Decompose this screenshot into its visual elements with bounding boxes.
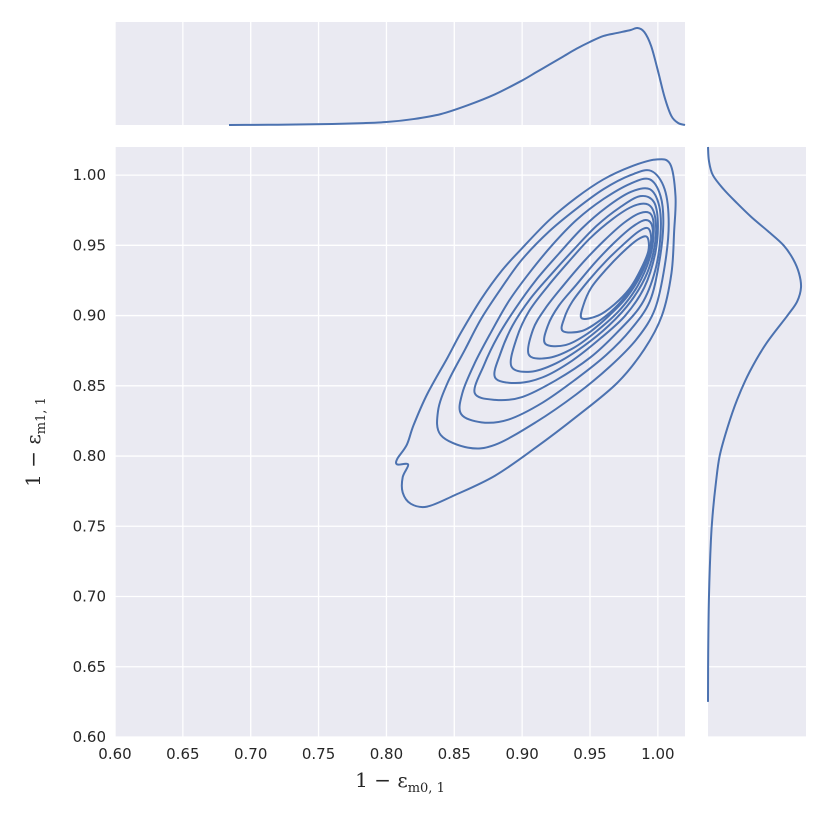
joint-panel [114,147,685,738]
y-tick-label: 0.95 [73,236,106,254]
marginal-y-grid [708,174,806,738]
marginal-x-density-curve [228,26,686,126]
y-tick-labels: 0.60 0.65 0.70 0.75 0.80 0.85 0.90 0.95 1.00 [73,166,106,746]
y-tick-label: 0.75 [73,517,106,535]
kde-contour-level-3 [458,177,665,424]
y-tick-label: 0.60 [73,728,106,746]
kde-contour-level-10 [579,235,650,320]
y-tick-label: 0.65 [73,658,106,676]
y-tick-label: 1.00 [73,166,106,184]
x-tick-label: 1.00 [641,745,674,763]
y-axis-label-subscript: m1, 1 [34,397,49,434]
marginal-y-panel [707,146,806,738]
kde-contours [395,158,677,509]
y-tick-label: 0.85 [73,377,106,395]
x-tick-label: 0.95 [573,745,606,763]
x-tick-label: 0.70 [234,745,267,763]
kde-contour-level-8 [543,219,654,348]
joint-plot-background [115,147,685,737]
x-tick-label: 0.75 [302,745,335,763]
kde-contour-level-6 [509,202,658,373]
kde-contour-level-9 [560,226,653,334]
kde-contour-level-4 [473,187,662,402]
x-axis-label-subscript: m0, 1 [408,781,445,796]
y-tick-label: 0.90 [73,307,106,325]
y-tick-label: 0.80 [73,447,106,465]
y-axis-label-main: 1 − ε [21,434,45,487]
x-tick-label: 0.60 [98,745,131,763]
x-tick-label: 0.90 [505,745,538,763]
x-axis-label-main: 1 − ε [355,768,408,792]
kde-contour-level-2 [436,169,670,450]
x-tick-label: 0.80 [370,745,403,763]
kde-contour-level-7 [527,211,655,360]
kde-contour-level-5 [493,194,659,384]
y-axis-label: 1 − εm1, 1 [21,397,49,487]
marginal-y-density-curve [707,146,803,702]
marginal-x-panel [114,22,686,126]
y-tick-label: 0.70 [73,588,106,606]
x-tick-label: 0.65 [166,745,199,763]
x-tick-label: 0.85 [438,745,471,763]
x-tick-labels: 0.60 0.65 0.70 0.75 0.80 0.85 0.90 0.95 1.00 [98,745,674,763]
x-axis-label: 1 − εm0, 1 [355,768,445,796]
kde-contour-level-1 [395,158,677,509]
